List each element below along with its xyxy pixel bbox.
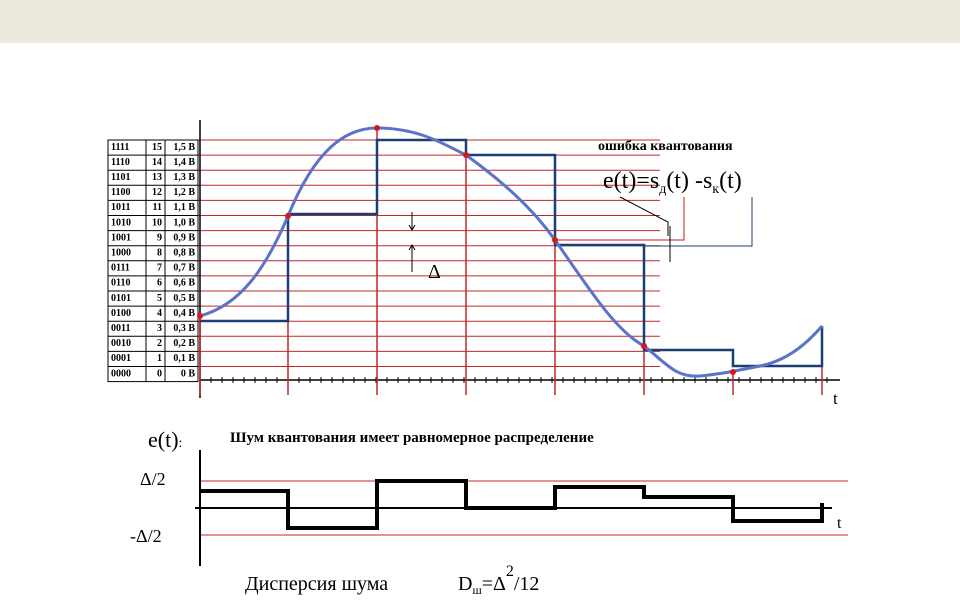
t-label-bottom: t xyxy=(837,515,842,532)
table-level: 8 xyxy=(157,248,162,259)
e-label: e(t): xyxy=(148,427,182,452)
table-level: 11 xyxy=(153,202,162,213)
table-voltage: 0,8 В xyxy=(173,248,195,259)
table-voltage: 0,5 В xyxy=(173,293,195,304)
table-code: 1001 xyxy=(111,232,131,243)
table-code: 0000 xyxy=(111,368,131,379)
variance-part: =Δ xyxy=(482,573,506,595)
table-level: 2 xyxy=(157,338,162,349)
t-label: t xyxy=(833,389,838,408)
table-voltage: 1,3 В xyxy=(173,172,195,183)
table-level: 12 xyxy=(152,187,162,198)
quantized-signal xyxy=(200,138,824,368)
variance-text: Дисперсия шума xyxy=(245,573,388,595)
table-voltage: 1,5 В xyxy=(173,142,195,153)
table-voltage: 0,3 В xyxy=(173,323,195,334)
table-level: 5 xyxy=(157,293,162,304)
table-code: 1110 xyxy=(111,157,130,168)
table-level: 4 xyxy=(157,308,162,319)
table-level: 3 xyxy=(157,323,162,334)
variance-sup: 2 xyxy=(506,563,514,580)
noise-caption: Шум квантования имеет равномерное распре… xyxy=(230,430,594,446)
table-voltage: 1,0 В xyxy=(173,217,195,228)
table-code: 1101 xyxy=(111,172,130,183)
table-voltage: 0 В xyxy=(181,368,196,379)
table-voltage: 0,1 В xyxy=(173,353,195,364)
variance-sub: ш xyxy=(472,583,482,597)
plus-half-label: Δ/2 xyxy=(140,469,166,489)
analog-signal xyxy=(199,126,824,378)
table-code: 0110 xyxy=(111,278,130,289)
table-level: 0 xyxy=(157,368,162,379)
table-voltage: 1,2 В xyxy=(173,187,195,198)
time-ticks xyxy=(199,377,828,383)
table-code: 1010 xyxy=(111,217,131,228)
variance-formula: Dш=Δ2/12 xyxy=(458,563,539,597)
quantization-error xyxy=(200,479,824,530)
table-level: 15 xyxy=(152,142,162,153)
table-voltage: 1,1 В xyxy=(173,202,195,213)
table-code: 1100 xyxy=(111,187,130,198)
variance-part: /12 xyxy=(514,573,540,595)
table-code: 1000 xyxy=(111,248,131,259)
table-code: 0001 xyxy=(111,353,131,364)
formula-part: e(t)=s xyxy=(603,168,659,194)
table-level: 6 xyxy=(157,278,162,289)
error-leaders xyxy=(555,196,753,262)
table-voltage: 0,2 В xyxy=(173,338,195,349)
e-label-text: e(t) xyxy=(148,427,179,452)
error-title: ошибка квантования xyxy=(598,139,733,154)
table-voltage: 0,6 В xyxy=(173,278,195,289)
error-formula: e(t)=sд(t) -sк(t) xyxy=(603,168,742,197)
formula-sub: к xyxy=(712,182,719,197)
table-code: 0101 xyxy=(111,293,131,304)
table-code: 0010 xyxy=(111,338,131,349)
variance-part: D xyxy=(458,573,472,595)
table-code: 1011 xyxy=(111,202,130,213)
formula-part: (t) -s xyxy=(666,168,712,194)
table-level: 13 xyxy=(152,172,162,183)
table-code: 0100 xyxy=(111,308,131,319)
table-voltage: 0,9 В xyxy=(173,232,195,243)
table-level: 1 xyxy=(157,353,162,364)
table-level: 7 xyxy=(157,263,162,274)
table-level: 14 xyxy=(152,157,162,168)
delta-label: Δ xyxy=(428,261,441,283)
delta-marker xyxy=(408,212,416,272)
e-label-colon: : xyxy=(179,436,183,451)
table-code: 0111 xyxy=(111,263,130,274)
table-level: 9 xyxy=(157,232,162,243)
formula-sub: д xyxy=(659,182,666,197)
level-lines xyxy=(198,139,660,367)
table-voltage: 0,7 В xyxy=(173,263,195,274)
sample-points xyxy=(197,125,736,375)
minus-half-label: -Δ/2 xyxy=(130,526,162,546)
table-code: 0011 xyxy=(111,323,130,334)
top-band xyxy=(0,0,960,43)
table-voltage: 0,4 В xyxy=(173,308,195,319)
table-level: 10 xyxy=(152,217,162,228)
table-code: 1111 xyxy=(111,142,129,153)
formula-part: (t) xyxy=(719,168,742,194)
table-voltage: 1,4 В xyxy=(173,157,195,168)
